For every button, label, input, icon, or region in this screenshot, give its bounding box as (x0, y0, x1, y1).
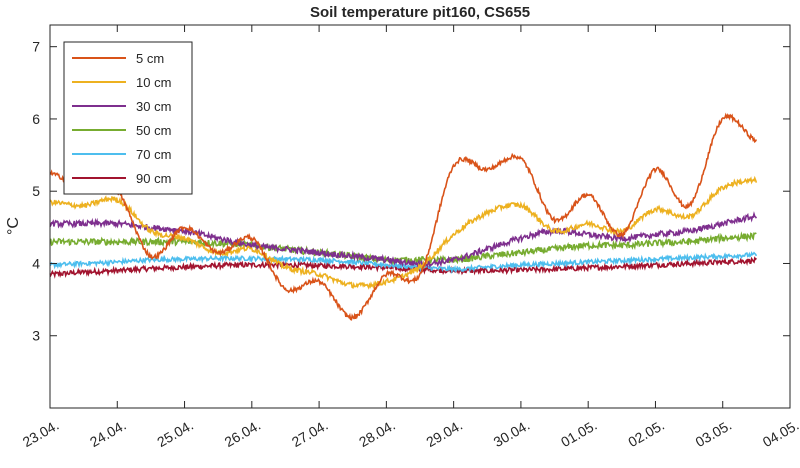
x-tick-label: 24.04. (87, 417, 129, 450)
y-tick-label: 3 (32, 328, 40, 344)
x-tick-label: 03.05. (693, 417, 735, 450)
y-axis-label: °C (5, 217, 22, 235)
x-tick-label: 23.04. (20, 417, 62, 450)
legend-entry: 10 cm (136, 75, 171, 90)
series-line-90cm (49, 256, 757, 279)
y-tick-label: 4 (32, 255, 40, 271)
legend-entry: 70 cm (136, 147, 171, 162)
legend: 5 cm 10 cm 30 cm 50 cm 70 cm 90 cm (63, 41, 193, 195)
x-tick-label: 01.05. (558, 417, 600, 450)
series-line-5cm (49, 112, 758, 321)
legend-entry: 50 cm (136, 123, 171, 138)
x-tick-label: 25.04. (154, 417, 196, 450)
y-tick-label: 6 (32, 111, 40, 127)
chart-title: Soil temperature pit160, CS655 (310, 4, 530, 21)
x-tick-label: 30.04. (491, 417, 533, 450)
x-tick-label: 02.05. (625, 417, 667, 450)
legend-box (63, 41, 193, 195)
legend-entry: 5 cm (136, 51, 164, 66)
axes-box (49, 24, 791, 409)
legend-entry: 90 cm (136, 171, 171, 186)
y-tick-label: 7 (32, 39, 40, 55)
series-lines (49, 112, 758, 321)
x-tick-label: 27.04. (289, 417, 331, 450)
series-line-30cm (49, 211, 758, 269)
y-tick-label: 5 (32, 183, 40, 199)
x-tick-label: 29.04. (423, 417, 465, 450)
x-tick-label: 26.04. (222, 417, 264, 450)
x-tick-label: 04.05. (760, 417, 800, 450)
x-tick-label: 28.04. (356, 417, 398, 450)
legend-entry: 30 cm (136, 99, 171, 114)
